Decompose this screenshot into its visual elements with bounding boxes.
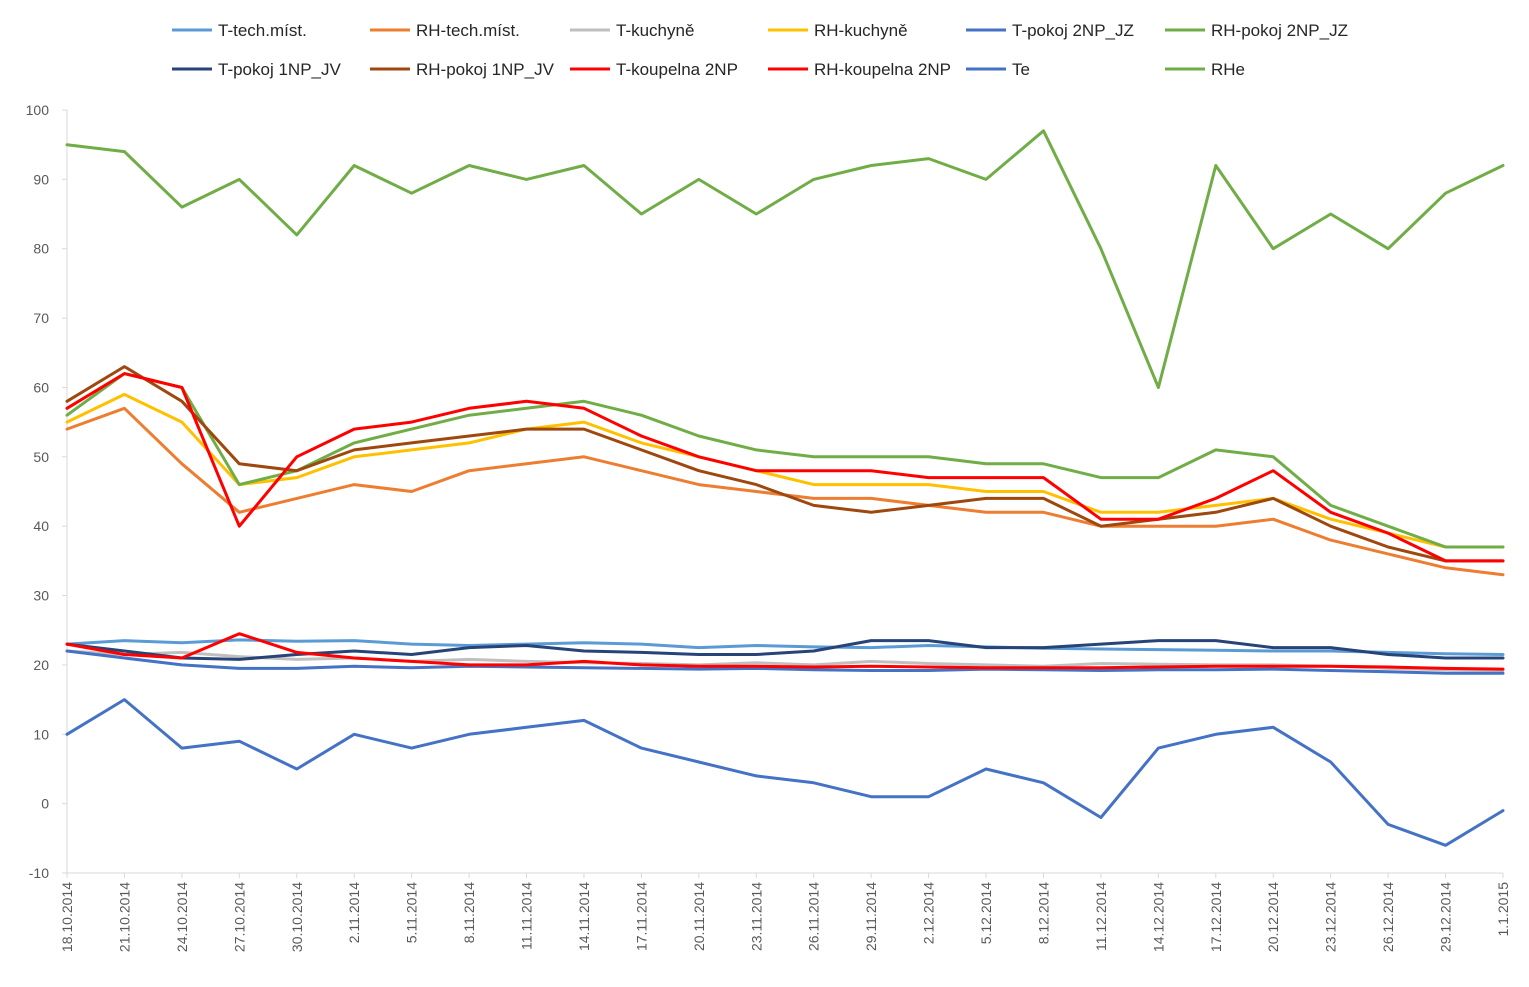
series-line-0 <box>65 638 1505 656</box>
series-line-10 <box>65 698 1505 847</box>
x-tick-label: 29.12.2014 <box>1438 882 1454 952</box>
x-tick-label: 23.11.2014 <box>748 882 764 951</box>
legend-entry: RH-tech.míst. <box>416 21 520 40</box>
y-tick-label: -10 <box>29 865 49 881</box>
x-tick-label: 30.10.2014 <box>289 882 305 952</box>
x-tick-label: 23.12.2014 <box>1323 882 1339 952</box>
x-tick-label: 11.12.2014 <box>1093 882 1109 951</box>
x-tick-label: 26.12.2014 <box>1380 882 1396 952</box>
x-axis: 18.10.2014 21.10.2014 24.10.2014 27.10.2014… <box>59 872 1511 952</box>
y-tick-label: 0 <box>41 796 49 812</box>
x-tick-label: 18.10.2014 <box>59 882 75 952</box>
x-tick-label: 2.12.2014 <box>921 882 937 944</box>
plot-area <box>65 129 1505 847</box>
legend-entry: T-koupelna 2NP <box>616 60 738 79</box>
y-axis: -10 0 10 20 30 40 50 60 70 80 90 100 <box>26 102 68 881</box>
legend-entry: T-kuchyně <box>616 21 694 40</box>
x-tick-label: 2.11.2014 <box>346 882 362 943</box>
legend-entry: RH-kuchyně <box>814 21 908 40</box>
y-tick-label: 20 <box>33 657 49 673</box>
x-tick-label: 17.12.2014 <box>1208 882 1224 952</box>
x-tick-label: 5.12.2014 <box>978 882 994 944</box>
x-tick-label: 20.12.2014 <box>1265 882 1281 952</box>
x-tick-label: 11.11.2014 <box>519 882 535 950</box>
x-tick-label: 14.12.2014 <box>1150 882 1166 952</box>
legend-entry: T-pokoj 2NP_JZ <box>1012 21 1134 40</box>
series-line-8 <box>65 632 1505 671</box>
legend-entry: T-tech.míst. <box>218 21 307 40</box>
y-tick-label: 90 <box>33 171 49 187</box>
y-tick-label: 10 <box>33 726 49 742</box>
legend-entry: T-pokoj 1NP_JV <box>218 60 341 79</box>
legend-entry: Te <box>1012 60 1030 79</box>
y-tick-label: 100 <box>26 102 50 118</box>
series-line-11 <box>65 129 1505 389</box>
x-tick-label: 1.1.2015 <box>1495 882 1511 937</box>
x-tick-label: 17.11.2014 <box>633 882 649 951</box>
y-tick-label: 40 <box>33 518 49 534</box>
y-tick-label: 60 <box>33 379 49 395</box>
x-tick-label: 29.11.2014 <box>863 882 879 951</box>
x-tick-label: 5.11.2014 <box>404 882 420 943</box>
series-line-4 <box>65 649 1505 675</box>
x-tick-label: 26.11.2014 <box>806 882 822 951</box>
legend-entry: RH-pokoj 2NP_JZ <box>1211 21 1348 40</box>
x-tick-label: 8.11.2014 <box>461 882 477 943</box>
x-tick-label: 14.11.2014 <box>576 882 592 951</box>
x-tick-label: 20.11.2014 <box>691 882 707 951</box>
x-tick-label: 24.10.2014 <box>174 882 190 952</box>
legend: T-tech.míst. RH-tech.míst. T-kuchyně RH-kuc… <box>172 21 1348 79</box>
y-tick-label: 70 <box>33 310 49 326</box>
y-tick-label: 50 <box>33 449 49 465</box>
y-tick-label: 80 <box>33 241 49 257</box>
y-tick-label: 30 <box>33 588 49 604</box>
legend-entry: RH-koupelna 2NP <box>814 60 951 79</box>
series-line-9 <box>65 372 1505 563</box>
series-line-7 <box>65 365 1505 563</box>
x-tick-label: 27.10.2014 <box>231 882 247 952</box>
x-tick-label: 21.10.2014 <box>116 882 132 952</box>
x-tick-label: 8.12.2014 <box>1035 882 1051 944</box>
legend-entry: RH-pokoj 1NP_JV <box>416 60 555 79</box>
legend-entry: RHe <box>1211 60 1245 79</box>
